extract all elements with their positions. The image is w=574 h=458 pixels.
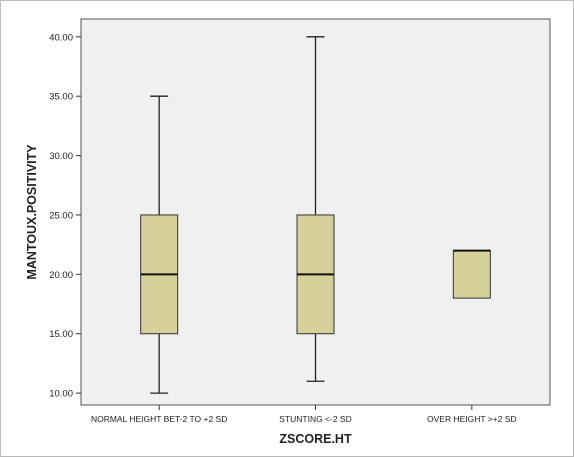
y-axis: 10.00 15.00 20.00 25.00 30.00 35.00 40.00: [49, 32, 81, 400]
x-category-label: STUNTING <-2 SD: [279, 414, 352, 424]
box-group: [452, 249, 491, 299]
x-axis: NORMAL HEIGHT BET-2 TO +2 SD STUNTING <-2…: [91, 405, 517, 424]
y-tick-label: 35.00: [49, 92, 73, 103]
x-category-label: OVER HEIGHT >+2 SD: [427, 414, 517, 424]
x-category-label: NORMAL HEIGHT BET-2 TO +2 SD: [91, 414, 227, 424]
boxes-group: [140, 36, 491, 394]
y-tick-label: 10.00: [49, 389, 73, 400]
y-tick-label: 40.00: [49, 32, 73, 43]
box-group: [140, 95, 179, 394]
y-tick-label: 20.00: [49, 270, 73, 281]
y-axis-title: MANTOUX.POSITIVITY: [25, 144, 39, 280]
x-axis-title: ZSCORE.HT: [279, 432, 352, 446]
box-group: [296, 36, 335, 382]
y-tick-label: 25.00: [49, 210, 73, 221]
y-tick-label: 30.00: [49, 151, 73, 162]
box: [452, 250, 491, 299]
y-tick-label: 15.00: [49, 329, 73, 340]
